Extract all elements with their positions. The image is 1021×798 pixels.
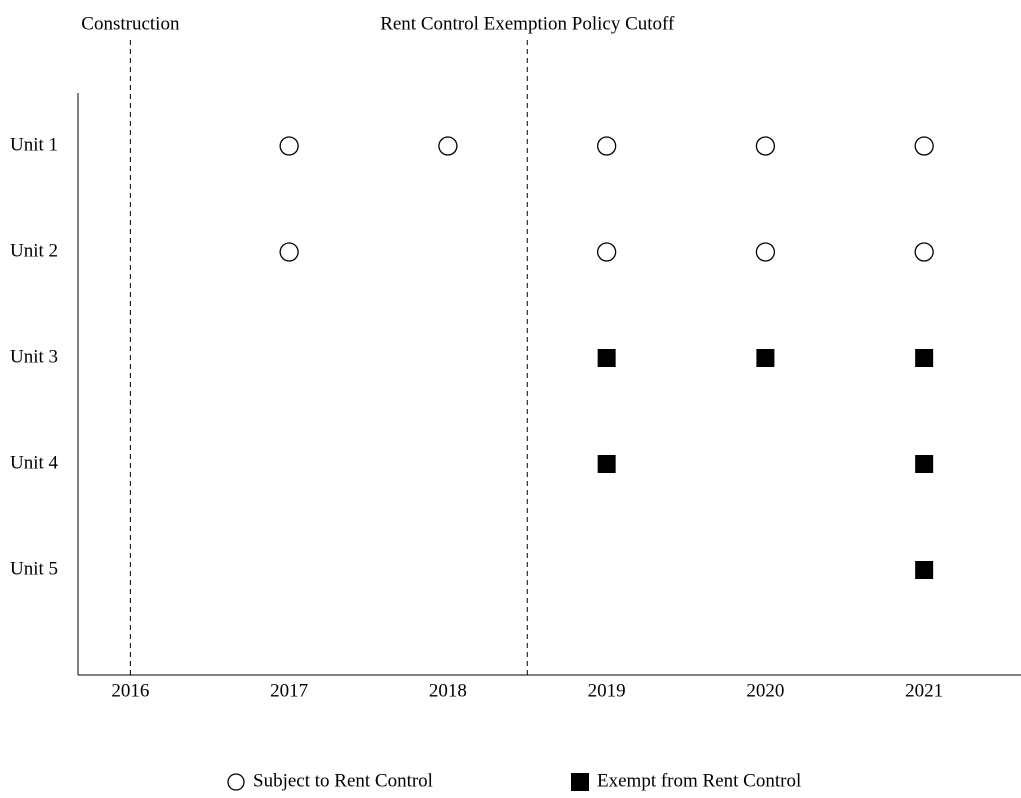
y-tick-label: Unit 2 (10, 240, 58, 261)
legend-marker (227, 773, 245, 791)
annotation-label: Rent Control Exemption Policy Cutoff (380, 13, 675, 34)
y-tick-label: Unit 4 (10, 452, 59, 473)
legend-marker (571, 773, 589, 791)
point (755, 136, 776, 156)
point (597, 455, 616, 473)
y-tick-label: Unit 1 (10, 134, 58, 155)
annotation-label: Construction (81, 13, 180, 34)
point (597, 242, 617, 262)
point (597, 349, 616, 367)
point (915, 561, 934, 579)
y-tick-label: Unit 5 (10, 558, 58, 579)
point (756, 349, 775, 367)
x-tick-label: 2020 (746, 680, 784, 701)
point (915, 349, 934, 367)
point (597, 136, 617, 156)
point (279, 136, 299, 156)
x-tick-label: 2019 (588, 680, 626, 701)
point (438, 136, 458, 156)
point (915, 455, 934, 473)
point (755, 242, 776, 262)
point (279, 242, 299, 262)
legend-label: Exempt from Rent Control (597, 770, 801, 791)
x-tick-label: 2021 (905, 680, 943, 701)
x-tick-label: 2016 (111, 680, 149, 701)
x-tick-label: 2018 (429, 680, 467, 701)
point (914, 136, 934, 156)
x-tick-label: 2017 (270, 680, 308, 701)
y-tick-label: Unit 3 (10, 346, 58, 367)
legend-label: Subject to Rent Control (253, 770, 433, 791)
point (914, 242, 934, 262)
